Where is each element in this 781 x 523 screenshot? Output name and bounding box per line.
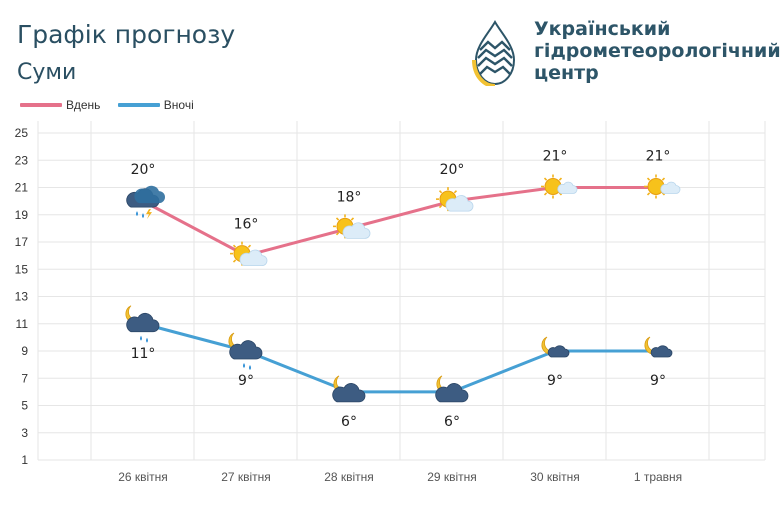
x-tick-label: 30 квітня [530,470,580,484]
data-label-night: 9° [650,373,666,389]
data-label-night: 6° [341,414,357,430]
series-line-night [142,322,658,394]
legend-label-night: Вночі [163,98,194,112]
data-label-day: 16° [234,217,259,233]
y-tick-label: 5 [21,399,28,413]
org-line-1: Український [534,18,671,40]
legend-label-day: Вдень [66,98,101,112]
y-tick-label: 3 [21,426,28,440]
sun-small-cloud-icon [541,174,578,199]
data-label-day: 21° [543,149,568,165]
chart-title: Графік прогнозу [17,20,236,49]
organization-name: Український гідрометеорологічний центр [534,18,781,84]
moon-cloud-icon [332,375,366,403]
moon-cloud-icon [435,375,469,403]
city-name: Суми [17,60,77,85]
data-label-day: 18° [337,189,362,205]
y-tick-label: 15 [15,262,29,276]
x-tick-label: 29 квітня [427,470,477,484]
y-tick-label: 11 [16,317,29,331]
sun-cloud-icon [230,241,268,267]
data-label-night: 11° [131,346,156,362]
x-tick-label: 28 квітня [324,470,374,484]
y-tick-label: 23 [15,153,29,167]
data-label-day: 21° [646,149,671,165]
y-tick-label: 7 [21,371,28,385]
legend-swatch-day [20,103,62,107]
data-label-night: 9° [547,373,563,389]
moon-small-cloud-icon [541,336,570,358]
legend-item-night[interactable]: Вночі [117,98,194,112]
y-tick-label: 9 [21,344,28,358]
x-tick-label: 27 квітня [221,470,271,484]
x-tick-label: 1 травня [634,470,682,484]
y-tick-label: 25 [15,126,29,140]
org-line-2: гідрометеорологічний [534,40,781,62]
storm-cloud-rain-icon [126,185,165,220]
x-tick-label: 26 квітня [118,470,168,484]
y-tick-label: 17 [15,235,29,249]
moon-cloud-rain-icon [228,332,263,370]
ugmc-logo-icon [472,20,516,86]
moon-cloud-rain-icon [125,305,160,343]
data-label-day: 20° [131,162,156,178]
moon-small-cloud-icon [644,336,673,358]
chart-legend: Вдень Вночі [20,96,208,112]
y-tick-label: 19 [15,208,29,222]
y-tick-label: 13 [15,290,29,304]
data-label-day: 20° [440,162,465,178]
sun-cloud-icon [333,214,371,239]
data-label-night: 9° [238,373,254,389]
y-tick-label: 1 [21,453,28,467]
sun-small-cloud-icon [644,174,681,199]
data-label-night: 6° [444,414,460,430]
sun-cloud-icon [436,187,474,212]
y-tick-label: 21 [15,181,29,195]
org-line-3: центр [534,62,599,84]
legend-item-day[interactable]: Вдень [20,98,100,112]
legend-swatch-night [117,103,160,107]
